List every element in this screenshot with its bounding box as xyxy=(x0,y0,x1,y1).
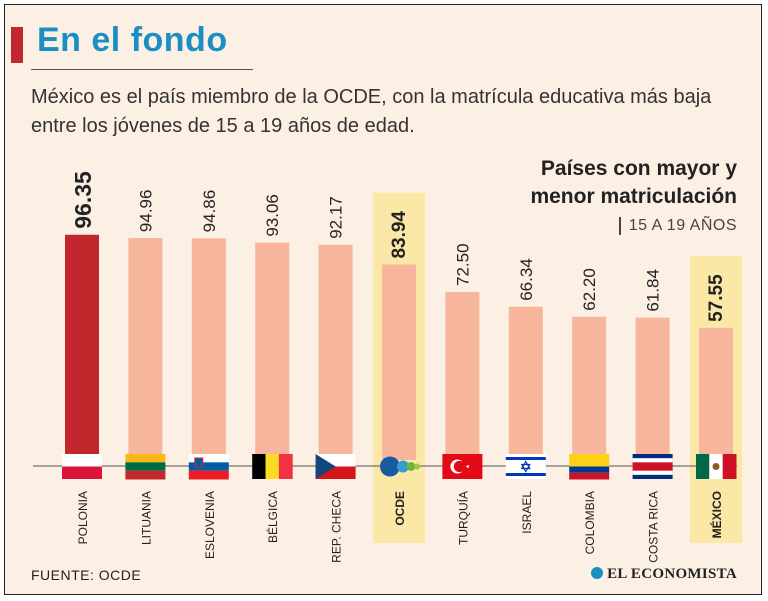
flag-part xyxy=(632,462,673,471)
bar xyxy=(318,244,353,460)
page-subtitle: México es el país miembro de la OCDE, co… xyxy=(31,86,712,137)
flag-part xyxy=(278,454,293,479)
bar xyxy=(445,292,480,460)
bar xyxy=(191,238,226,460)
poland-flag-icon xyxy=(62,454,102,479)
flag-star-down xyxy=(520,463,531,473)
flag-part xyxy=(722,454,737,479)
category-label: COLOMBIA xyxy=(583,491,597,554)
flag-crescent-cut xyxy=(453,460,465,473)
flag-part xyxy=(265,454,279,479)
czech-flag-icon xyxy=(315,454,356,479)
source-note: FUENTE: OCDE xyxy=(31,567,142,583)
bar-value-label: 66.34 xyxy=(517,258,536,301)
bar-value-label: 83.94 xyxy=(389,211,410,259)
turkey-flag-icon xyxy=(442,454,483,479)
category-label: MÉXICO xyxy=(709,491,724,538)
flag-star xyxy=(465,464,470,469)
oecd-logo-icon xyxy=(380,456,420,477)
costa-rica-flag-icon xyxy=(632,454,673,479)
bar xyxy=(572,316,607,460)
category-label: COSTA RICA xyxy=(647,491,661,563)
flag-part xyxy=(125,454,166,463)
oecd-dot xyxy=(397,460,409,473)
flag-emblem xyxy=(712,463,720,470)
belgium-flag-icon xyxy=(252,454,293,479)
bar-value-label: 57.55 xyxy=(706,274,727,322)
flag-part xyxy=(252,454,266,479)
bar xyxy=(382,264,416,460)
category-label: LITUANIA xyxy=(139,491,153,545)
category-label: REP. CHECA xyxy=(330,491,344,563)
bar-value-label: 93.06 xyxy=(263,194,282,237)
bar xyxy=(508,306,543,460)
flag-part xyxy=(569,466,610,473)
chart-title-line-2: menor matriculación xyxy=(530,185,737,208)
bar-chart: 96.35 POLONIA 94.96 LITUANIA 94.86 ESLOVENIA 9… xyxy=(33,171,742,563)
bar xyxy=(255,242,290,460)
oecd-globe xyxy=(380,456,400,477)
category-label: BÉLGICA xyxy=(265,491,280,543)
category-label: ESLOVENIA xyxy=(203,491,217,559)
flag-part xyxy=(62,466,102,479)
bar xyxy=(65,234,99,460)
title-underline xyxy=(31,69,253,70)
category-label: OCDE xyxy=(393,491,407,526)
flag-part xyxy=(188,470,229,480)
page-title: En el fondo xyxy=(37,21,228,59)
flag-part xyxy=(62,454,102,467)
mexico-flag-icon xyxy=(696,454,737,479)
flag-part xyxy=(696,454,710,479)
colombia-flag-icon xyxy=(569,454,610,480)
flag-part xyxy=(125,470,166,480)
flag-part xyxy=(505,457,546,460)
lithuania-flag-icon xyxy=(125,454,166,480)
chart-age-range: 15 A 19 AÑOS xyxy=(618,217,737,235)
slovenia-flag-icon xyxy=(188,454,229,480)
brand-globe-icon xyxy=(591,567,604,579)
oecd-dot xyxy=(406,462,416,471)
oecd-dot xyxy=(414,463,420,470)
flag-part xyxy=(569,454,610,467)
title-accent-bar xyxy=(11,27,23,63)
bar xyxy=(699,327,733,460)
chart-title: Países con mayor y menor matriculación xyxy=(530,155,737,211)
bar-value-label: 96.35 xyxy=(70,171,96,229)
flag-triangle xyxy=(315,454,336,479)
flag-part xyxy=(125,462,166,471)
bar-value-label: 72.50 xyxy=(453,243,472,286)
flag-part xyxy=(188,462,229,471)
category-label: TURQUÍA xyxy=(455,491,470,545)
israel-flag-icon xyxy=(505,454,546,479)
flag-emblem xyxy=(194,457,204,469)
bar-value-label: 94.96 xyxy=(136,190,155,233)
flag-part xyxy=(505,473,546,476)
bar-value-label: 92.17 xyxy=(327,196,346,239)
bar-value-label: 62.20 xyxy=(580,268,599,311)
category-label: ISRAEL xyxy=(520,491,534,534)
category-label: POLONIA xyxy=(76,491,90,544)
flag-part xyxy=(188,454,229,463)
flag-part xyxy=(569,472,610,480)
bar xyxy=(635,317,670,460)
bar xyxy=(128,238,163,460)
bar-value-label: 94.86 xyxy=(200,190,219,233)
chart-title-line-1: Países con mayor y xyxy=(540,157,737,180)
infographic-frame: En el fondo México es el país miembro de… xyxy=(4,4,762,595)
bar-value-label: 61.84 xyxy=(644,269,663,312)
brand-logo: EL ECONOMISTA xyxy=(591,566,737,583)
brand-name: EL ECONOMISTA xyxy=(607,566,737,582)
